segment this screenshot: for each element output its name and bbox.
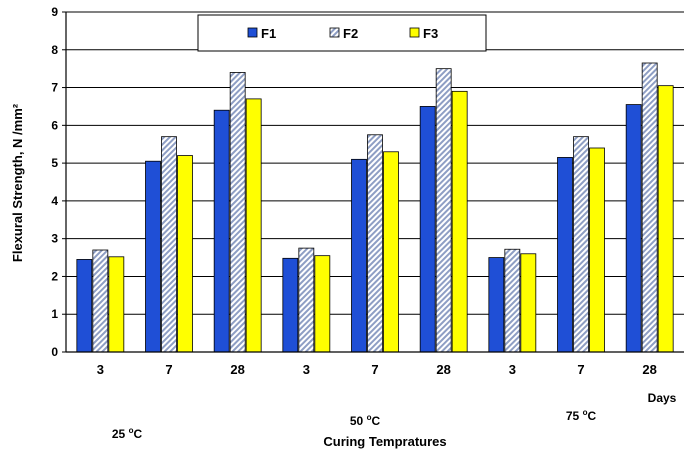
- bar-f3: [657, 85, 674, 353]
- y-tick-label: 1: [51, 307, 58, 321]
- bar-f3: [589, 147, 605, 353]
- legend-swatch-f2: [329, 27, 340, 38]
- y-axis-title: Flexural Strength, N /mm²: [10, 103, 25, 262]
- group-label: 75 oC: [566, 408, 597, 423]
- legend-items: F1 F2 F3: [247, 26, 438, 41]
- x-tick-label: 3: [303, 362, 310, 377]
- x-axis-title: Curing Tempratures: [323, 434, 446, 449]
- x-tick-label: 3: [509, 362, 516, 377]
- bar-f1: [419, 106, 436, 353]
- bar-f3: [451, 90, 468, 353]
- legend-swatch-f1: [247, 27, 258, 38]
- bar-f3: [245, 98, 262, 353]
- bar-f2: [161, 136, 177, 353]
- bar-f1: [488, 257, 505, 353]
- y-tick-label: 3: [51, 232, 58, 246]
- bar-f2: [435, 68, 452, 353]
- legend-label-f1: F1: [261, 26, 276, 41]
- group-label: 50 oC: [350, 413, 381, 428]
- y-tick-label: 8: [51, 43, 58, 57]
- group-labels: 25 oC 50 oC 75 oC: [112, 408, 597, 441]
- bar-f2: [641, 62, 658, 353]
- bar-f2: [298, 247, 315, 353]
- bar-f3: [177, 155, 193, 353]
- bar-f3: [108, 256, 125, 353]
- bar-f2: [229, 72, 246, 353]
- y-tick-label: 7: [51, 81, 58, 95]
- group-label: 25 oC: [112, 426, 143, 441]
- bar-f1: [145, 160, 161, 353]
- x-tick-label: 7: [165, 362, 172, 377]
- tick-labels: 0 1 2 3 4 5 6 7 8 9 3 7 28 3 7 28 3 7 28: [51, 5, 657, 377]
- bar-f3: [383, 151, 399, 353]
- legend-label-f2: F2: [343, 26, 358, 41]
- legend-box: [197, 14, 487, 52]
- y-tick-label: 4: [51, 194, 58, 208]
- x-tick-label: 7: [371, 362, 378, 377]
- x-tick-label: 7: [577, 362, 584, 377]
- bar-f2: [92, 249, 109, 353]
- bar-f2: [367, 134, 383, 353]
- y-tick-label: 9: [51, 5, 58, 19]
- bar-f1: [282, 257, 299, 353]
- bar-f2: [573, 136, 589, 353]
- bar-f3: [520, 253, 537, 353]
- y-tick-label: 2: [51, 269, 58, 283]
- bar-f3: [314, 255, 331, 353]
- bar-f1: [557, 157, 573, 353]
- y-tick-label: 5: [51, 156, 58, 170]
- bar-f1: [213, 109, 230, 353]
- bar-f1: [76, 259, 93, 353]
- x-tick-label: 28: [230, 362, 244, 377]
- x-tick-label: 28: [642, 362, 656, 377]
- y-tick-label: 0: [51, 345, 58, 359]
- legend-label-f3: F3: [423, 26, 438, 41]
- bar-f2: [504, 248, 521, 353]
- x-unit-label: Days: [648, 391, 677, 405]
- bars: [76, 62, 674, 353]
- x-tick-label: 28: [436, 362, 450, 377]
- legend: F1 F2 F3: [197, 14, 487, 52]
- y-tick-label: 6: [51, 118, 58, 132]
- legend-swatch-f3: [409, 27, 420, 38]
- axes: [62, 11, 684, 353]
- bar-f1: [351, 158, 367, 353]
- bar-f1: [625, 104, 642, 353]
- x-tick-label: 3: [97, 362, 104, 377]
